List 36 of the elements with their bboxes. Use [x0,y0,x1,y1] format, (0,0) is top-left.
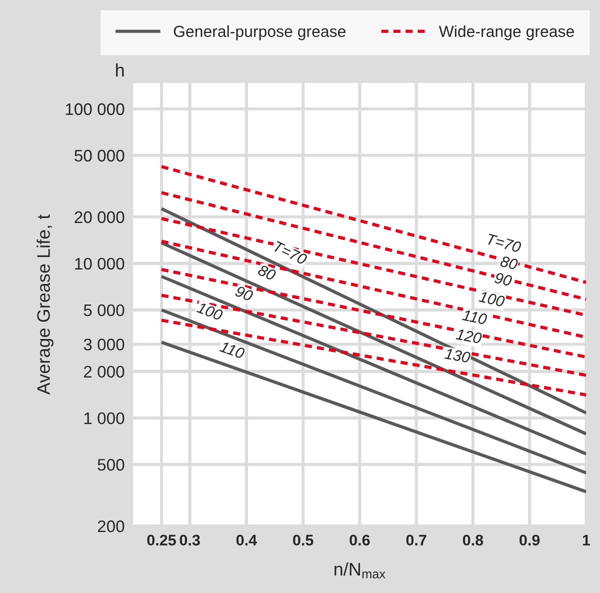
x-axis-title: n/N$_{max}$ [334,562,386,578]
annotation: 110 [462,309,488,325]
annotation: 130 [444,348,471,363]
y-tick-label: 10 000 [75,258,124,270]
y-axis-title: Average Grease Life, t [36,214,54,395]
annotation: 110 [219,340,246,360]
y-tick-label: 200 [98,520,124,532]
x-tick-label: 0.6 [350,534,370,546]
y-tick-label: 5 000 [84,304,124,316]
x-tick-label: 0.4 [236,534,257,546]
annotation: 100 [196,302,224,321]
y-tick-label: 1 000 [84,412,124,424]
annotation: 80 [257,264,277,281]
annotation: 90 [234,285,254,302]
legend-label: Wide-range grease [438,25,574,40]
x-tick-label: 0.7 [406,534,426,546]
y-tick-label: 500 [98,458,124,471]
annotation: 120 [456,328,482,344]
x-tick-label: 0.9 [520,534,540,546]
y-tick-label: 100 000 [66,103,124,116]
y-tick-label: 2 000 [84,366,124,378]
annotation: 80 [500,256,518,270]
text: h [116,63,124,76]
x-tick-label: 0.3 [180,534,200,546]
y-tick-label: 3 000 [84,338,124,350]
x-tick-label: 0.8 [462,534,484,546]
x-tick-label: 0.25 [147,534,176,546]
y-tick-label: 50 000 [74,150,124,162]
x-tick-label: 0.5 [293,534,314,546]
annotation: 90 [494,272,512,286]
x-tick-label: 1 [582,534,590,546]
annotation: T=70 [486,234,522,253]
annotation: 100 [478,290,506,308]
legend-label: General-purpose grease [174,25,346,40]
y-tick-label: 20 000 [74,211,124,224]
annotation: T=70 [272,240,308,266]
